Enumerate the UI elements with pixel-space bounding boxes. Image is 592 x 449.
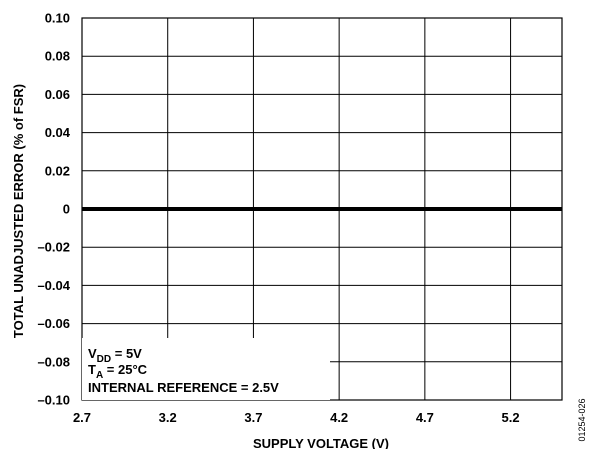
y-tick-label: 0.06 <box>45 87 70 102</box>
y-tick-label: 0.02 <box>45 163 70 178</box>
y-tick-labels: 0.10 0.08 0.06 0.04 0.02 0 –0.02 –0.04 –0.06 –0.0… <box>37 11 70 408</box>
y-tick-label: –0.08 <box>37 354 70 369</box>
x-tick-label: 2.7 <box>73 410 91 425</box>
y-tick-label: 0.10 <box>45 11 70 26</box>
y-tick-label: –0.02 <box>37 240 70 255</box>
y-tick-label: –0.06 <box>37 316 70 331</box>
x-tick-label: 5.2 <box>502 410 520 425</box>
x-tick-label: 3.2 <box>159 410 177 425</box>
x-axis-title: SUPPLY VOLTAGE (V) <box>253 436 389 449</box>
x-tick-label: 4.2 <box>330 410 348 425</box>
x-tick-labels: 2.7 3.2 3.7 4.2 4.7 5.2 <box>73 410 520 425</box>
figure-id: 01254-026 <box>577 398 587 441</box>
x-tick-label: 3.7 <box>244 410 262 425</box>
annotation-reference: INTERNAL REFERENCE = 2.5V <box>88 380 279 395</box>
y-axis-title: TOTAL UNADJUSTED ERROR (% of FSR) <box>11 84 26 338</box>
x-tick-label: 4.7 <box>416 410 434 425</box>
y-tick-label: –0.10 <box>37 393 70 408</box>
y-tick-label: –0.04 <box>37 278 70 293</box>
y-tick-label: 0.04 <box>45 125 71 140</box>
y-tick-label: 0.08 <box>45 49 70 64</box>
y-tick-label: 0 <box>63 202 70 217</box>
